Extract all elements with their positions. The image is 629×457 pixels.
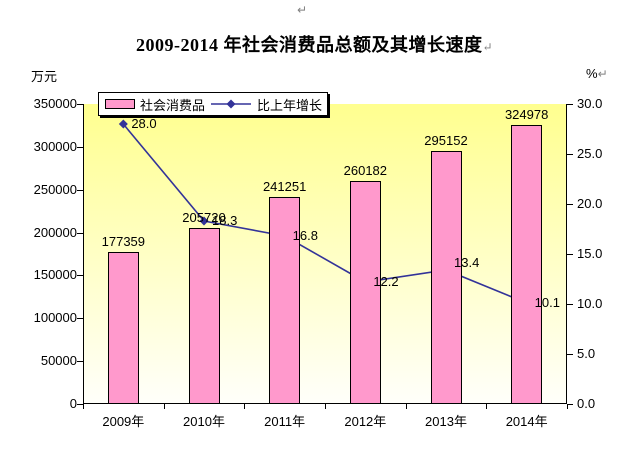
- x-axis-category-label: 2011年: [264, 414, 306, 429]
- left-axis-tick-label: 250000: [33, 181, 77, 197]
- left-axis-tick-label: 350000: [33, 96, 77, 111]
- plot-area: [83, 104, 567, 404]
- legend-line-label: 比上年增长: [257, 97, 323, 113]
- x-axis-tick-mark: [486, 404, 488, 409]
- right-axis-tick-label: 10.0: [577, 296, 603, 311]
- paragraph-mark: ↵: [482, 40, 494, 54]
- right-axis-tick-label: 5.0: [577, 346, 596, 361]
- line-marker-diamond: [199, 216, 209, 226]
- growth-line-series: [118, 119, 532, 308]
- chart-area[interactable]: 0 50000 100000 150000 200000 250000 300000 3500…: [0, 60, 629, 450]
- left-axis-tick-label: 100000: [33, 310, 77, 326]
- x-axis-tick-mark: [244, 404, 246, 409]
- right-axis-tick-mark: [567, 104, 573, 105]
- bar-series-swatch: [105, 99, 135, 109]
- legend-bar-label: 社会消费品: [140, 97, 206, 113]
- x-axis-category-label: 2010年: [183, 414, 225, 429]
- line-marker-diamond: [441, 265, 451, 275]
- left-axis-unit-label: 万元: [31, 69, 58, 84]
- line-marker-diamond: [522, 298, 532, 308]
- right-axis-tick-label: 25.0: [577, 146, 603, 161]
- line-series-swatch: [211, 99, 252, 109]
- line-marker-diamond: [118, 119, 128, 129]
- x-axis-category-label: 2012年: [344, 414, 387, 429]
- right-axis-unit-label: %↵: [586, 66, 608, 81]
- x-axis-tick-mark: [83, 404, 84, 409]
- left-axis-tick-label: 150000: [33, 267, 77, 283]
- right-axis-tick-label: 30.0: [577, 96, 603, 111]
- right-axis-tick-mark: [567, 354, 573, 355]
- line-marker-diamond: [280, 231, 290, 241]
- right-axis-tick-mark: [567, 404, 573, 405]
- right-axis-tick-label: 15.0: [577, 246, 603, 261]
- left-axis-tick-mark: [77, 404, 83, 405]
- right-axis-tick-mark: [567, 254, 573, 255]
- x-axis-category-label: 2014年: [505, 414, 548, 429]
- chart-title-text: 2009-2014 年社会消费品总额及其增长速度: [135, 35, 483, 55]
- left-axis-tick-label: 0: [69, 396, 77, 411]
- left-axis-tick-label: 200000: [33, 224, 77, 240]
- line-marker-diamond: [360, 277, 370, 287]
- left-axis-tick-label: 50000: [40, 353, 77, 369]
- right-axis-tick-label: 0.0: [577, 396, 596, 411]
- growth-line: [122, 123, 528, 304]
- paragraph-mark: ↵: [297, 3, 308, 17]
- x-axis-category-label: 2013年: [425, 414, 467, 429]
- right-axis-tick-label: 20.0: [577, 196, 603, 211]
- x-axis-tick-mark: [567, 404, 568, 409]
- x-axis-category-label: 2009年: [102, 414, 145, 429]
- left-axis-tick-label: 300000: [33, 138, 77, 154]
- right-axis-tick-mark: [567, 304, 573, 305]
- x-axis-tick-mark: [405, 404, 407, 409]
- chart-title: 2009-2014 年社会消费品总额及其增长速度↵: [0, 31, 629, 57]
- x-axis-tick-mark: [163, 404, 165, 409]
- right-axis-tick-mark: [567, 204, 573, 205]
- x-axis-tick-mark: [325, 404, 326, 409]
- paragraph-mark: ↵: [597, 67, 608, 81]
- right-axis-tick-mark: [567, 154, 573, 155]
- chart-legend: 社会消费品 比上年增长: [98, 92, 328, 116]
- right-axis-unit-text: %: [586, 66, 598, 81]
